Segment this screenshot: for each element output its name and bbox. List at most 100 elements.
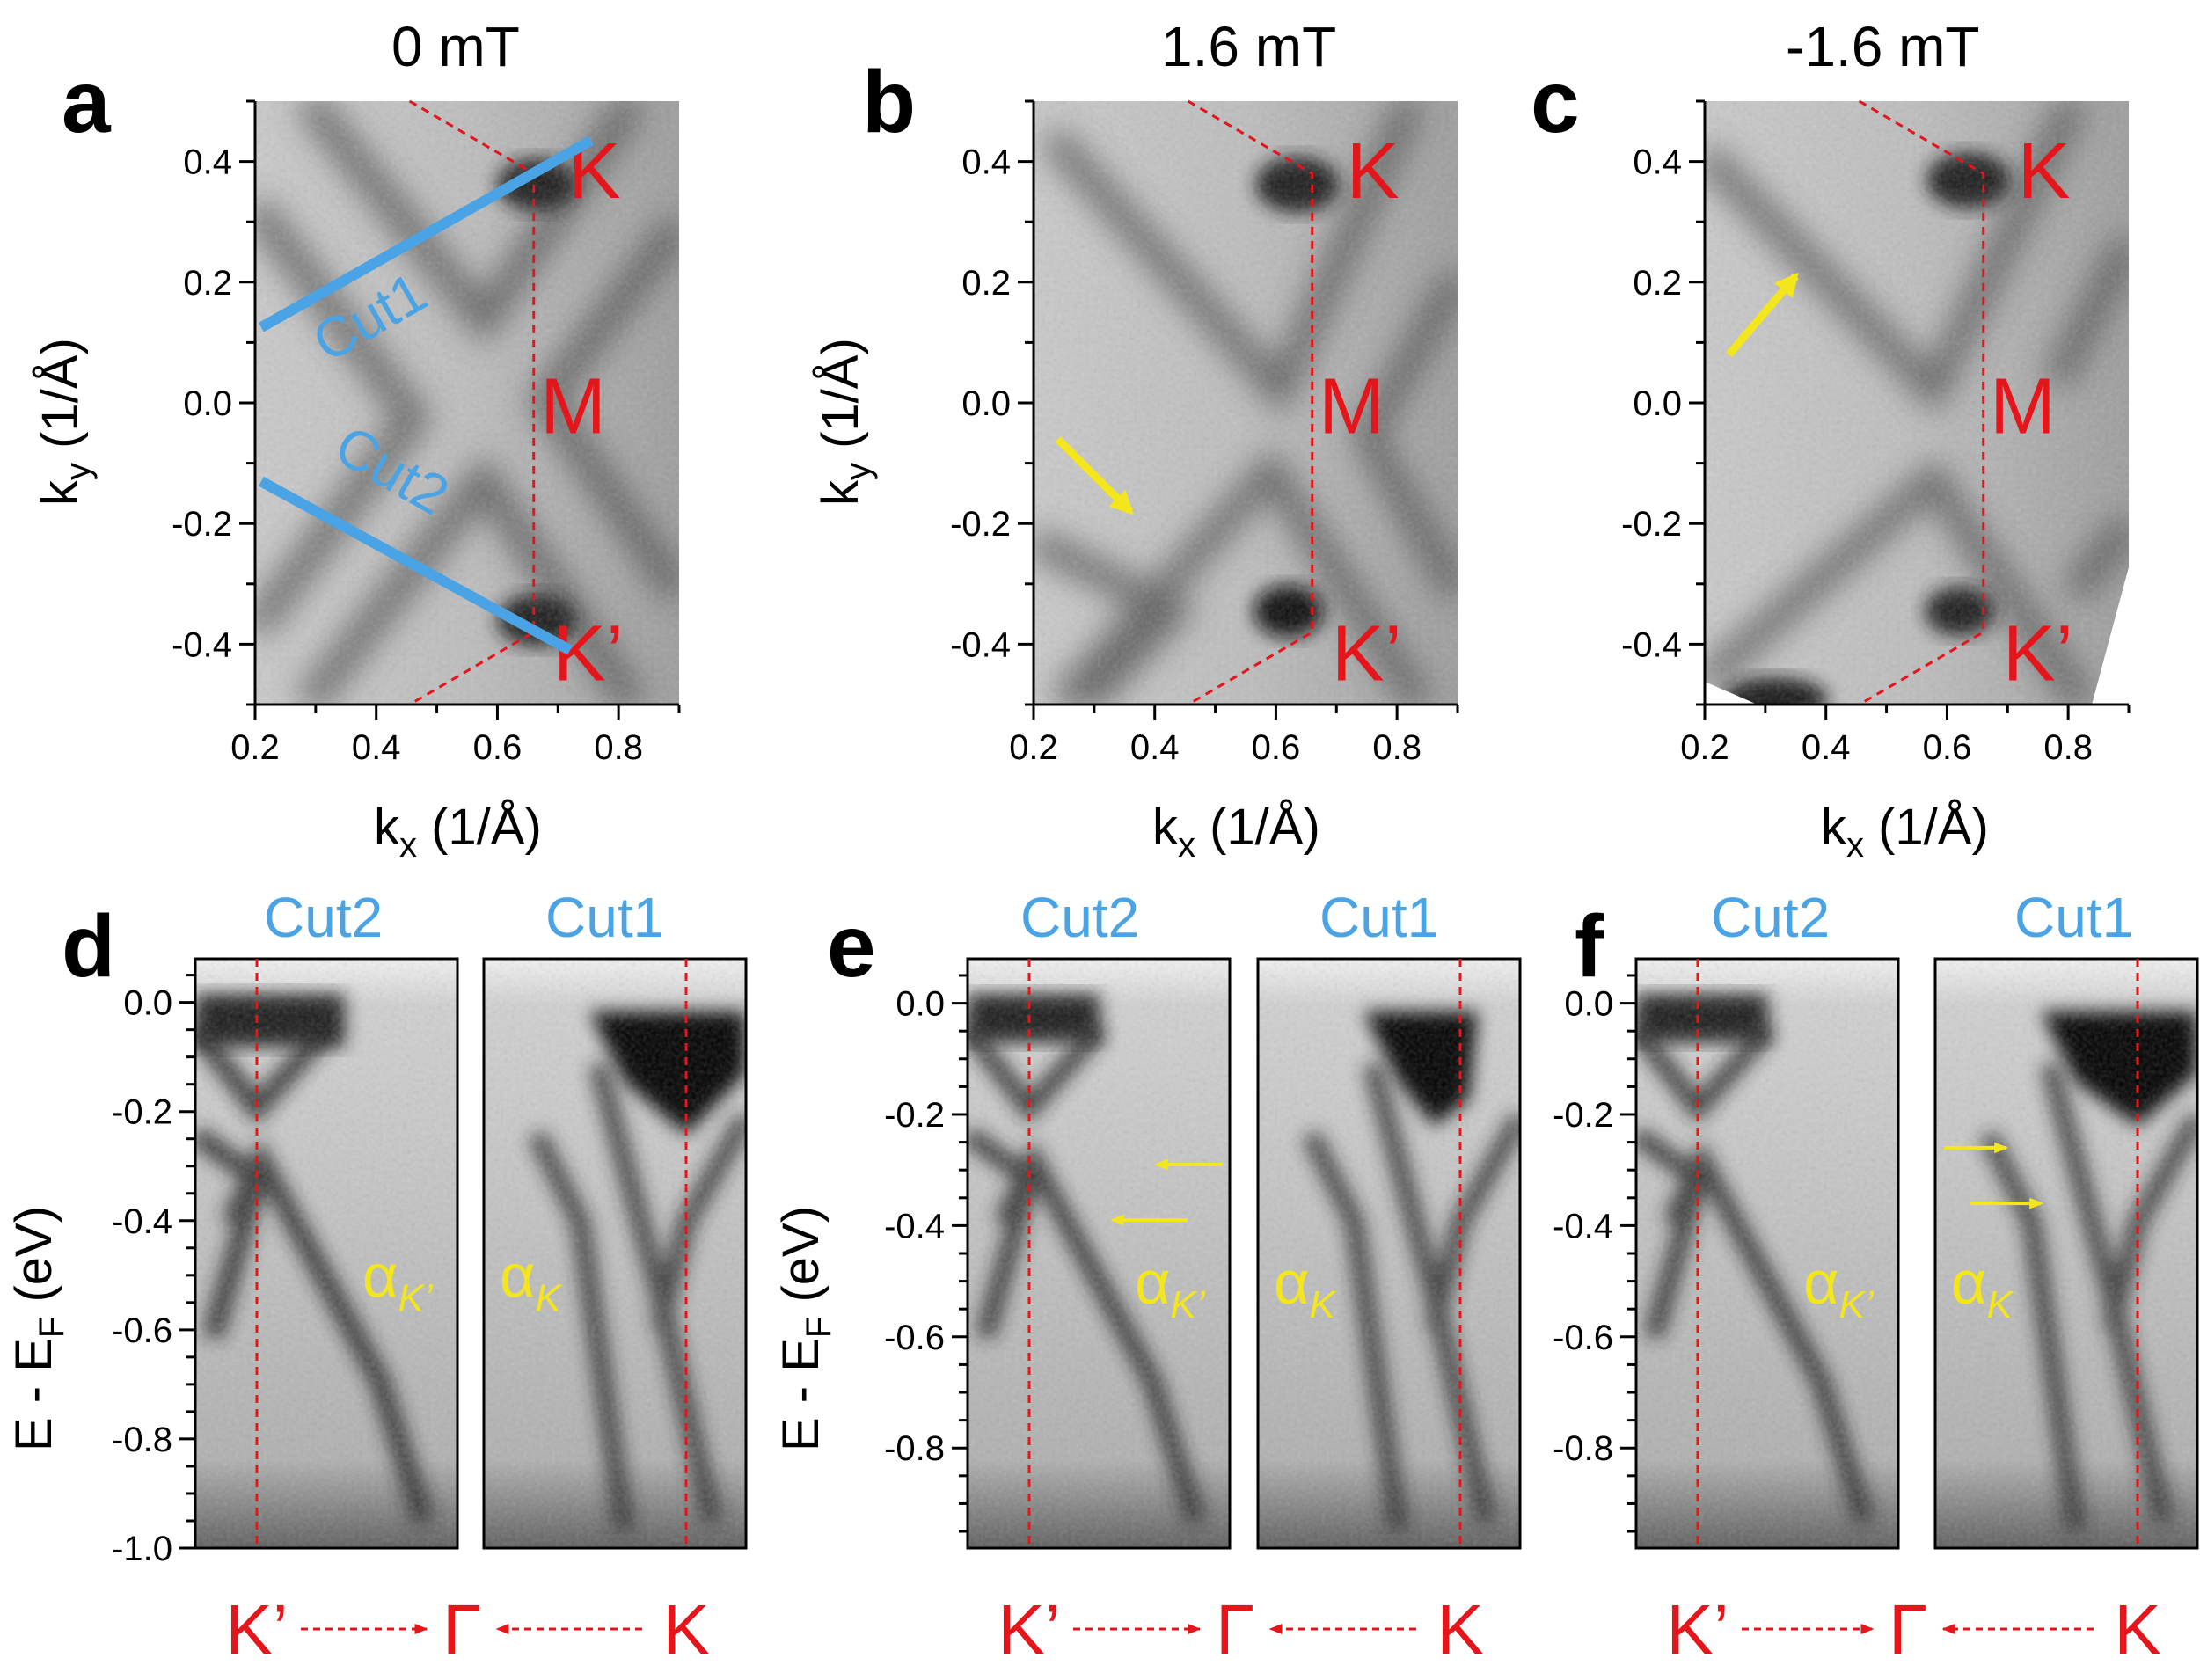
panel-d-path-gamma: Γ <box>442 1590 481 1669</box>
panel-d-alpha-k: αK <box>500 1242 562 1320</box>
panel-f-alpha-k: αK <box>1951 1248 2014 1326</box>
panel-b-arrow <box>1055 435 1134 515</box>
panel-a-K-label: K <box>568 128 621 215</box>
panel-e-cut2-title: Cut2 <box>1020 886 1139 949</box>
panel-c-heatmap <box>1705 101 2129 705</box>
panel-b-xtick-label: 0.8 <box>1372 728 1422 767</box>
panel-e-left <box>968 959 1230 1548</box>
panel-b-ytick-label: 0.0 <box>961 384 1011 423</box>
panel-f-path-end: K <box>2114 1590 2160 1669</box>
panel-c-arrow <box>1726 272 1799 358</box>
panel-e-letter: e <box>827 897 876 996</box>
panel-b-heatmap <box>1034 101 1458 705</box>
panel-a-heatmap <box>255 101 679 705</box>
panel-b <box>1034 101 1458 705</box>
panel-a <box>255 101 679 705</box>
panel-c-bz-boundary <box>1858 99 1985 706</box>
panel-a-M-label: M <box>540 362 606 450</box>
panel-c-xtick-label: 0.6 <box>1923 728 1972 767</box>
panel-f-letter: f <box>1575 897 1604 996</box>
panel-d-ytick-label: -1.0 <box>112 1530 172 1568</box>
panel-b-letter: b <box>862 53 916 151</box>
panel-b-M-label: M <box>1319 362 1385 450</box>
panel-c-letter: c <box>1531 53 1580 151</box>
panel-a-ytick-label: 0.2 <box>183 264 232 303</box>
panel-d-frame <box>482 957 748 1550</box>
panel-b-ytick-label: -0.4 <box>950 625 1011 664</box>
panel-e-cut1-title: Cut1 <box>1319 886 1438 949</box>
panel-e-ytick-label: -0.8 <box>884 1429 945 1468</box>
panel-a-xtick-label: 0.8 <box>594 728 643 767</box>
panel-c-ytick-label: 0.4 <box>1633 143 1682 182</box>
panel-d-cut2-title: Cut2 <box>264 886 383 949</box>
panel-b-Kp-label: K’ <box>1332 610 1402 698</box>
panel-a-ytick-label: -0.2 <box>172 505 232 544</box>
panel-a-ytick-label: 0.4 <box>183 143 232 182</box>
panel-a-ytick-label: -0.4 <box>172 625 232 664</box>
panel-c-K-label: K <box>2018 128 2071 215</box>
panel-e-ytick-label: -0.2 <box>884 1096 945 1135</box>
panel-b-field: 1.6 mT <box>1161 15 1336 78</box>
panel-d-path-start: K’ <box>225 1590 288 1669</box>
panel-c-xtick-label: 0.8 <box>2043 728 2093 767</box>
panel-e-alpha-k: αK <box>1274 1248 1336 1326</box>
top-titles: a 0 mT b 1.6 mT c -1.6 mT d e f Cut2 Cut… <box>62 15 2133 996</box>
panel-a-bz-boundary <box>408 99 536 706</box>
panel-c-ytick-label: -0.4 <box>1621 625 1682 664</box>
panel-a-xlabel: kx (1/Å) <box>374 799 542 865</box>
panel-c-xlabel: kx (1/Å) <box>1821 799 1989 865</box>
panel-d-right <box>484 959 746 1548</box>
panel-c-xtick-label: 0.4 <box>1802 728 1851 767</box>
panel-c-field: -1.6 mT <box>1786 15 1979 78</box>
panel-e-right <box>1258 959 1520 1548</box>
panel-b-ytick-label: 0.4 <box>961 143 1011 182</box>
panel-a-ylabel: ky (1/Å) <box>32 338 98 506</box>
panel-e-ytick-label: 0.0 <box>895 985 945 1024</box>
panel-e-path-end: K <box>1436 1590 1483 1669</box>
panel-c-ytick-label: 0.2 <box>1633 264 1682 303</box>
panel-b-xtick-label: 0.4 <box>1130 728 1180 767</box>
panel-f-cut2-title: Cut2 <box>1711 886 1830 949</box>
panel-b-xlabel: kx (1/Å) <box>1152 799 1320 865</box>
cut1-line <box>258 135 595 332</box>
panel-f-cut1-title: Cut1 <box>2014 886 2133 949</box>
panel-f-ytick-label: -0.4 <box>1553 1207 1613 1245</box>
panel-f-ytick-label: -0.8 <box>1553 1429 1613 1468</box>
panel-c-M-label: M <box>1990 362 2056 450</box>
panel-a-Kp-label: K’ <box>553 610 624 698</box>
panel-a-xtick-label: 0.6 <box>473 728 523 767</box>
panel-e-ylabel: E - EF (eV) <box>772 1206 838 1451</box>
panel-b-bz-boundary <box>1187 99 1314 706</box>
panel-a-xtick-label: 0.4 <box>352 728 401 767</box>
panel-c <box>1705 101 2129 705</box>
panel-e-ytick-label: -0.4 <box>884 1207 945 1245</box>
panel-f-frame <box>1933 957 2199 1550</box>
panel-c-ytick-label: 0.0 <box>1633 384 1682 423</box>
panel-e-ytick-label: -0.6 <box>884 1318 945 1357</box>
panel-d-ylabel: E - EF (eV) <box>5 1206 71 1451</box>
panel-f-path-start: K’ <box>1666 1590 1729 1669</box>
panel-f-path-gamma: Γ <box>1889 1590 1927 1669</box>
panel-b-ylabel: ky (1/Å) <box>812 338 878 506</box>
panel-d-alpha-kprime: αK’ <box>362 1242 434 1320</box>
panel-b-ytick-label: 0.2 <box>961 264 1011 303</box>
panel-c-Kp-label: K’ <box>2003 610 2073 698</box>
panel-d-ytick-label: 0.0 <box>123 984 172 1023</box>
panel-d-ytick-label: -0.4 <box>112 1202 172 1241</box>
panel-e-frame <box>1256 957 1522 1550</box>
panel-e-path-gamma: Γ <box>1216 1590 1254 1669</box>
panel-f-alpha-kprime: αK’ <box>1803 1248 1875 1326</box>
panel-a-field: 0 mT <box>391 15 520 78</box>
panel-d-ytick-label: -0.2 <box>112 1093 172 1132</box>
panel-f-ytick-label: 0.0 <box>1564 985 1613 1024</box>
panel-e-alpha-kprime: αK’ <box>1135 1248 1206 1326</box>
cut2-line <box>259 476 573 655</box>
axis-labels: kx (1/Å) kx (1/Å) kx (1/Å) ky (1/Å) ky (… <box>5 338 1989 1451</box>
panel-d-letter: d <box>62 897 115 996</box>
panel-d-ytick-label: -0.8 <box>112 1421 172 1459</box>
panel-f-ytick-label: -0.2 <box>1553 1096 1613 1135</box>
panel-b-K-label: K <box>1347 128 1400 215</box>
panel-d-frame <box>194 957 459 1550</box>
panel-d-ytick-label: -0.6 <box>112 1311 172 1350</box>
